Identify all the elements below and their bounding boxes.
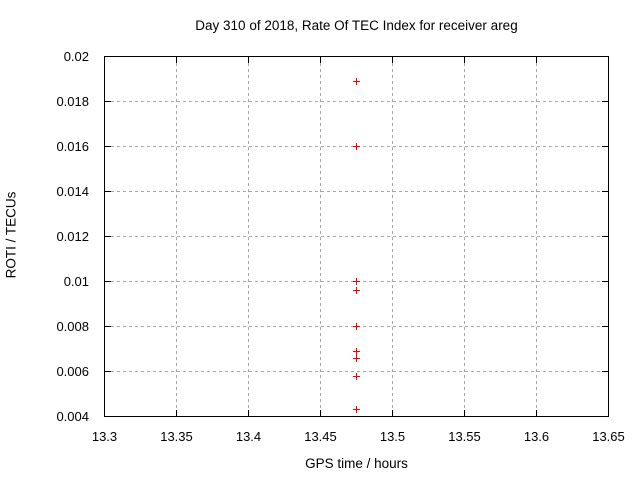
y-tick-mark xyxy=(105,326,111,327)
x-tick-label: 13.55 xyxy=(448,429,481,444)
y-tick-label: 0.014 xyxy=(56,184,89,199)
y-tick-mark xyxy=(602,56,608,57)
data-point-marker xyxy=(353,77,360,85)
chart-title: Day 310 of 2018, Rate Of TEC Index for r… xyxy=(195,18,518,33)
y-tick-label: 0.018 xyxy=(56,94,89,109)
data-point-marker xyxy=(353,347,360,355)
x-tick-mark xyxy=(248,410,249,416)
y-tick-mark xyxy=(602,101,608,102)
y-tick-mark xyxy=(105,56,111,57)
y-tick-mark xyxy=(105,416,111,417)
x-tick-mark xyxy=(464,57,465,63)
x-tick-mark xyxy=(536,57,537,63)
y-tick-mark xyxy=(602,416,608,417)
data-point-marker xyxy=(353,323,360,330)
y-tick-mark xyxy=(602,281,608,282)
y-tick-mark xyxy=(105,146,111,147)
gridline-horizontal xyxy=(104,236,609,237)
x-tick-mark xyxy=(536,410,537,416)
y-tick-label: 0.016 xyxy=(56,139,89,154)
data-point-marker xyxy=(353,354,360,362)
y-tick-mark xyxy=(105,236,111,237)
x-tick-mark xyxy=(104,410,105,416)
y-tick-mark xyxy=(105,101,111,102)
x-tick-mark xyxy=(392,410,393,416)
y-tick-label: 0.006 xyxy=(56,364,89,379)
y-tick-mark xyxy=(105,371,111,372)
y-tick-label: 0.02 xyxy=(63,49,89,64)
x-tick-mark xyxy=(464,410,465,416)
x-tick-label: 13.3 xyxy=(91,429,118,444)
y-tick-label: 0.012 xyxy=(56,229,89,244)
x-tick-label: 13.4 xyxy=(235,429,262,444)
gridline-horizontal xyxy=(104,371,609,372)
x-tick-mark xyxy=(392,57,393,63)
x-tick-mark xyxy=(320,57,321,63)
y-tick-mark xyxy=(602,146,608,147)
x-tick-label: 13.5 xyxy=(379,429,406,444)
y-tick-label: 0.004 xyxy=(56,409,89,424)
data-point-marker xyxy=(353,278,360,285)
y-tick-label: 0.01 xyxy=(63,274,89,289)
x-axis-title: GPS time / hours xyxy=(305,456,408,471)
y-tick-mark xyxy=(105,191,111,192)
data-point-marker xyxy=(353,372,360,380)
y-tick-mark xyxy=(602,236,608,237)
y-tick-mark xyxy=(602,326,608,327)
x-tick-label: 13.65 xyxy=(592,429,625,444)
x-tick-mark xyxy=(608,57,609,63)
y-tick-mark xyxy=(602,191,608,192)
data-point-marker xyxy=(353,287,360,294)
x-tick-mark xyxy=(104,57,105,63)
y-tick-mark xyxy=(105,281,111,282)
x-tick-label: 13.45 xyxy=(304,429,337,444)
y-tick-mark xyxy=(602,371,608,372)
x-tick-label: 13.6 xyxy=(523,429,550,444)
x-tick-mark xyxy=(176,57,177,63)
data-point-marker xyxy=(353,406,360,414)
x-tick-mark xyxy=(608,410,609,416)
x-tick-label: 13.35 xyxy=(160,429,193,444)
gridline-horizontal xyxy=(104,191,609,192)
x-tick-mark xyxy=(320,410,321,416)
data-point-marker xyxy=(353,143,360,150)
gridline-horizontal xyxy=(104,101,609,102)
y-tick-label: 0.008 xyxy=(56,319,89,334)
x-tick-mark xyxy=(248,57,249,63)
x-tick-mark xyxy=(176,410,177,416)
